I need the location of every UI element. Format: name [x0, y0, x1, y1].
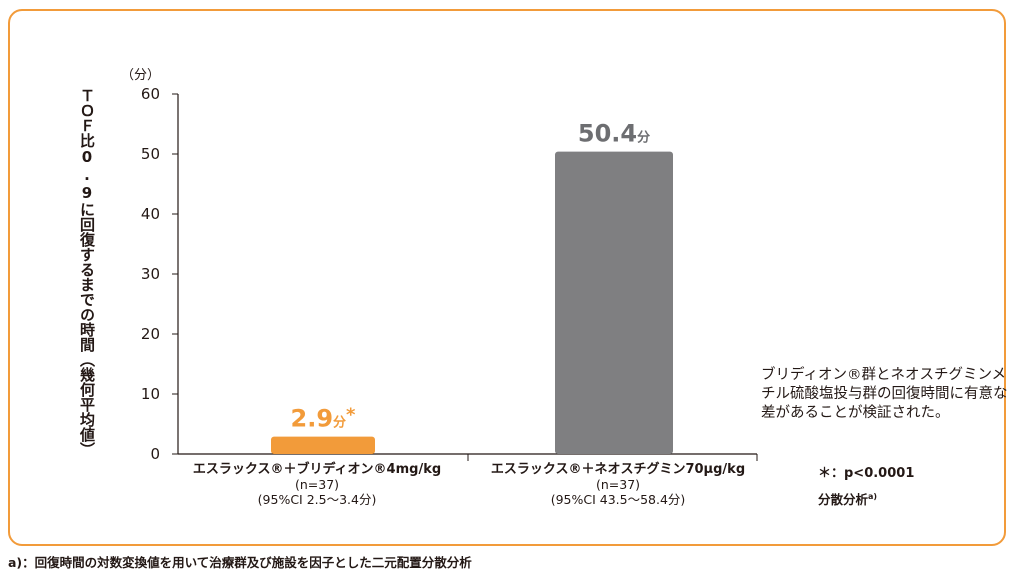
- y-tick-label: 30: [141, 265, 160, 283]
- y-tick-label: 40: [141, 205, 160, 223]
- footnote: a)：回復時間の対数変換値を用いて治療群及び施設を因子とした二元配置分散分析: [8, 555, 472, 570]
- y-tick-label: 50: [141, 145, 160, 163]
- data-label-1: 2.9分*: [291, 405, 357, 433]
- category-2-n: (n=37): [595, 477, 641, 492]
- analysis-method-footnote-ref: a): [868, 491, 878, 501]
- p-value-note: ＊：p<0.0001: [818, 466, 915, 481]
- category-1-n: (n=37): [294, 477, 340, 492]
- chart-frame: [8, 9, 1006, 546]
- data-label-2: 50.4分: [578, 120, 650, 148]
- category-label-2: エスラックス®＋ネオスチグミン70μg/kg (n=37) (95%CI 43.…: [468, 462, 768, 507]
- bar-2: [555, 151, 673, 454]
- category-1-ci: (95%CI 2.5〜3.4分): [257, 492, 377, 507]
- y-unit-label: （分）: [121, 68, 160, 83]
- bar-1: [271, 436, 375, 454]
- category-1-name: エスラックス®＋ブリディオン®4mg/kg: [192, 462, 442, 477]
- significance-note: ブリディオン®群とネオスチグミンメチル硫酸塩投与群の回復時間に有意な差があること…: [761, 367, 1008, 421]
- analysis-method-label: 分散分析: [818, 492, 869, 507]
- category-label-1: エスラックス®＋ブリディオン®4mg/kg (n=37) (95%CI 2.5〜…: [182, 462, 452, 507]
- y-tick-label: 60: [141, 85, 160, 103]
- y-tick-label: 10: [141, 385, 160, 403]
- y-tick-label: 20: [141, 325, 160, 343]
- category-2-name: エスラックス®＋ネオスチグミン70μg/kg: [490, 462, 746, 477]
- category-2-ci: (95%CI 43.5〜58.4分): [550, 492, 686, 507]
- y-tick-label: 0: [150, 445, 160, 463]
- analysis-method: 分散分析a): [818, 489, 877, 508]
- y-axis-label: ＴＯＦ比0.9に回復するまでの時間（幾何平均値）: [78, 88, 96, 457]
